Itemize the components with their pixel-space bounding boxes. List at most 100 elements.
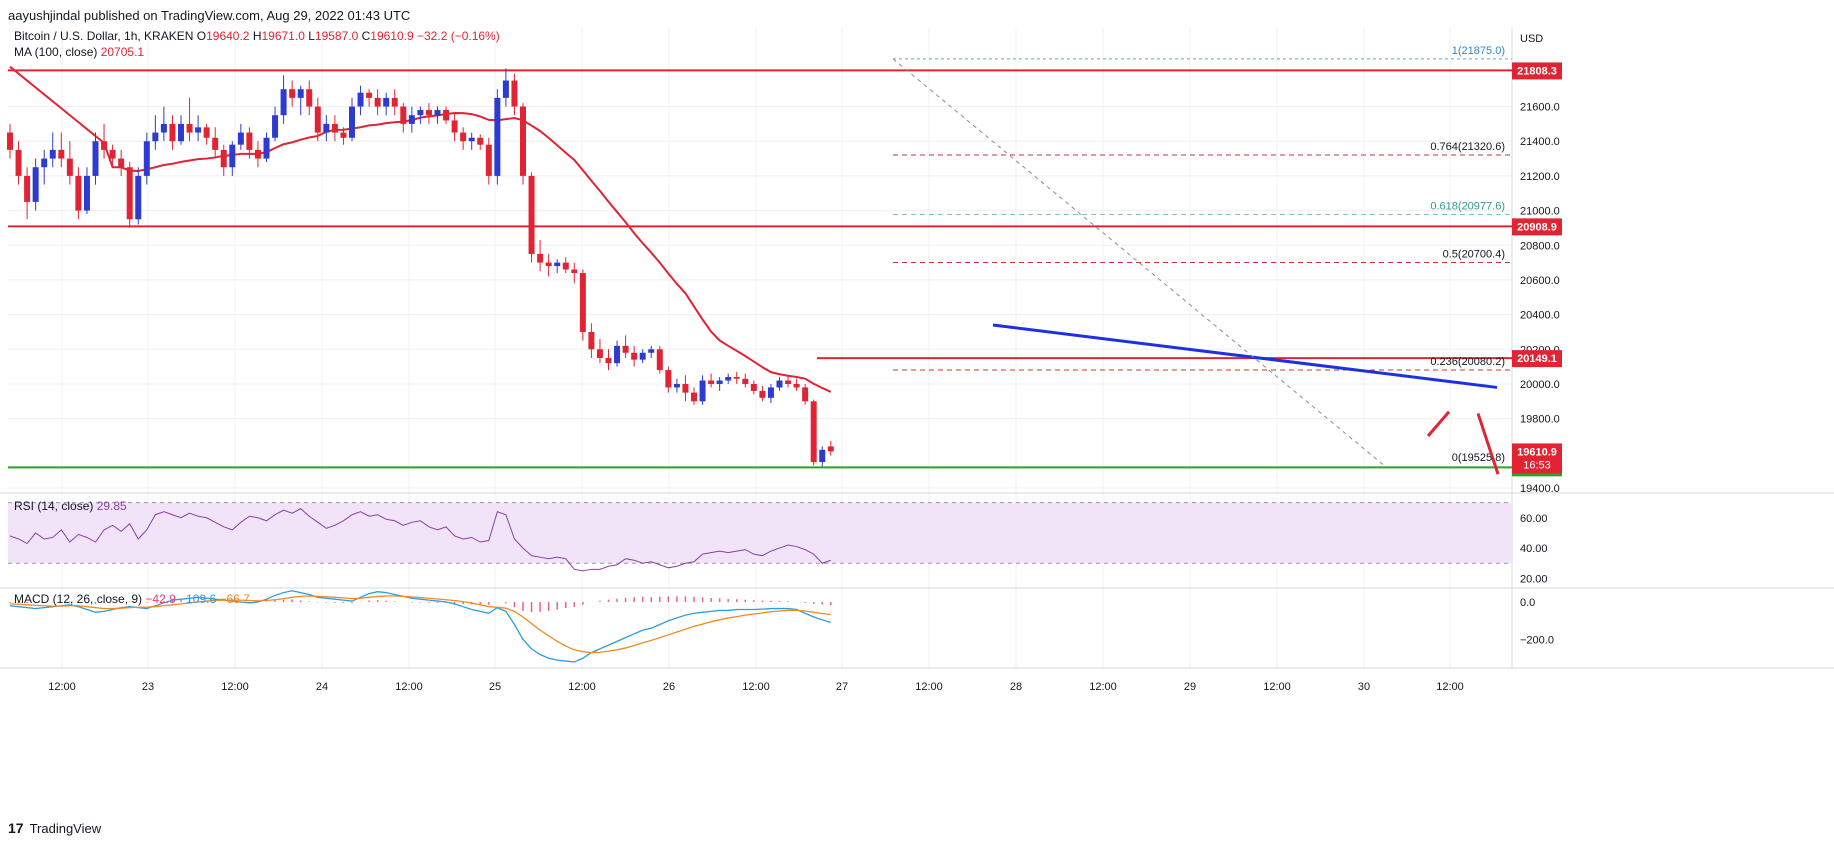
candle-body: [357, 92, 364, 107]
fib-label: 0.236(20080.2): [1430, 356, 1505, 368]
candle-body: [673, 383, 680, 388]
candle-body: [58, 149, 65, 159]
y-tick-label: 21000.0: [1520, 206, 1560, 218]
candle-body: [537, 253, 544, 263]
candle-body: [220, 149, 227, 168]
rsi-panel: [9, 508, 831, 572]
rsi-line: [9, 508, 831, 572]
y-tick-label: 20400.0: [1520, 310, 1560, 322]
fib-label: 0.5(20700.4): [1443, 249, 1505, 261]
x-tick-label: 12:00: [568, 681, 596, 693]
candle-body: [314, 106, 321, 133]
candle-body: [49, 149, 56, 159]
bearish-trendline: [992, 323, 1498, 389]
ohlc-legend: Bitcoin / U.S. Dollar, 1h, KRAKEN O19640…: [14, 29, 500, 43]
candle-body: [802, 387, 809, 402]
candle-body: [340, 132, 347, 138]
candle-body: [596, 349, 603, 358]
candle-body: [41, 158, 48, 168]
candle-body: [229, 144, 236, 168]
candle-body: [306, 89, 313, 107]
rsi-band-fill: [8, 502, 1512, 564]
level-badge-bg: [1512, 350, 1562, 368]
fib-diagonal: [892, 58, 1386, 467]
candle-body: [759, 390, 766, 398]
candle-body: [203, 127, 210, 138]
candle-body: [366, 92, 373, 98]
candle-body: [733, 377, 740, 379]
candle-body: [280, 89, 287, 116]
candle-body: [83, 175, 90, 211]
candle-body: [810, 401, 817, 462]
rsi-tick-label: 40.00: [1520, 543, 1548, 555]
x-tick-label: 12:00: [48, 681, 76, 693]
candle-body: [246, 132, 253, 150]
publisher-caption: aayushjindal published on TradingView.co…: [8, 8, 411, 23]
candle-body: [323, 123, 330, 133]
macd-legend: MACD (12, 26, close, 9) −42.9 −109.6 −66…: [14, 592, 250, 606]
y-tick-label: 19400.0: [1520, 483, 1560, 495]
candle-body: [665, 370, 672, 388]
candle-body: [126, 167, 133, 220]
candle-body: [708, 380, 715, 384]
candle-body: [767, 387, 774, 398]
x-tick-label: 12:00: [395, 681, 423, 693]
rsi-tick-label: 60.00: [1520, 513, 1548, 525]
candle-body: [92, 141, 99, 176]
projection-up: [1426, 410, 1451, 437]
price-levels: 1(21875.0) 0.764(21320.6) 0.618(20977.6) 0.…: [8, 45, 1512, 469]
last-price-badge-bg: [1512, 443, 1562, 474]
x-tick-label: 25: [489, 681, 501, 693]
candle-body: [272, 115, 279, 138]
candle-body: [7, 132, 13, 150]
candle-body: [494, 97, 501, 176]
x-tick-label: 23: [142, 681, 154, 693]
candle-body: [699, 380, 706, 402]
candle-body: [639, 352, 646, 360]
candle-body: [143, 141, 150, 176]
candle-body: [579, 273, 586, 332]
candle-body: [725, 377, 732, 381]
candle-body: [15, 149, 22, 176]
candle-body: [237, 132, 244, 145]
candle-body: [827, 446, 834, 452]
candle-body: [135, 175, 142, 220]
fib-label: 0.764(21320.6): [1430, 141, 1505, 153]
x-tick-label: 12:00: [221, 681, 249, 693]
candle-body: [451, 120, 458, 133]
candle-body: [528, 175, 535, 254]
candle-body: [186, 123, 193, 133]
candle-body: [716, 380, 723, 384]
candle-body: [24, 175, 31, 202]
x-tick-label: 12:00: [915, 681, 943, 693]
candle-body: [545, 262, 552, 267]
candle-body: [254, 149, 261, 159]
chart-canvas[interactable]: 1(21875.0) 0.764(21320.6) 0.618(20977.6) 0.…: [0, 28, 1834, 818]
y-tick-label: 20800.0: [1520, 240, 1560, 252]
candle-body: [425, 110, 432, 116]
drawings: [892, 58, 1500, 475]
x-tick-label: 12:00: [742, 681, 770, 693]
currency-label: USD: [1520, 33, 1543, 45]
candle-body: [383, 97, 390, 107]
ma-legend: MA (100, close) 20705.1: [14, 45, 144, 59]
macd-tick-label: 0.0: [1520, 597, 1535, 609]
candle-body: [502, 80, 509, 98]
last-price-badge: 19610.9: [1517, 446, 1557, 458]
level-badge-bg: [1512, 218, 1562, 236]
level-badge: 20908.9: [1517, 221, 1557, 233]
signal-line: [9, 595, 831, 654]
candle-body: [485, 144, 492, 176]
candle-body: [75, 175, 82, 211]
candle-body: [101, 141, 108, 150]
candle-body: [793, 383, 800, 388]
candle-body: [571, 269, 578, 273]
candle-body: [511, 80, 518, 107]
candle-body: [109, 149, 116, 159]
tradingview-brand[interactable]: TradingView: [29, 820, 102, 836]
level-badge: 21808.3: [1517, 65, 1557, 77]
candle-body: [66, 158, 73, 176]
x-tick-label: 12:00: [1089, 681, 1117, 693]
candle-body: [819, 449, 826, 462]
macd-tick-label: −200.0: [1520, 635, 1554, 647]
